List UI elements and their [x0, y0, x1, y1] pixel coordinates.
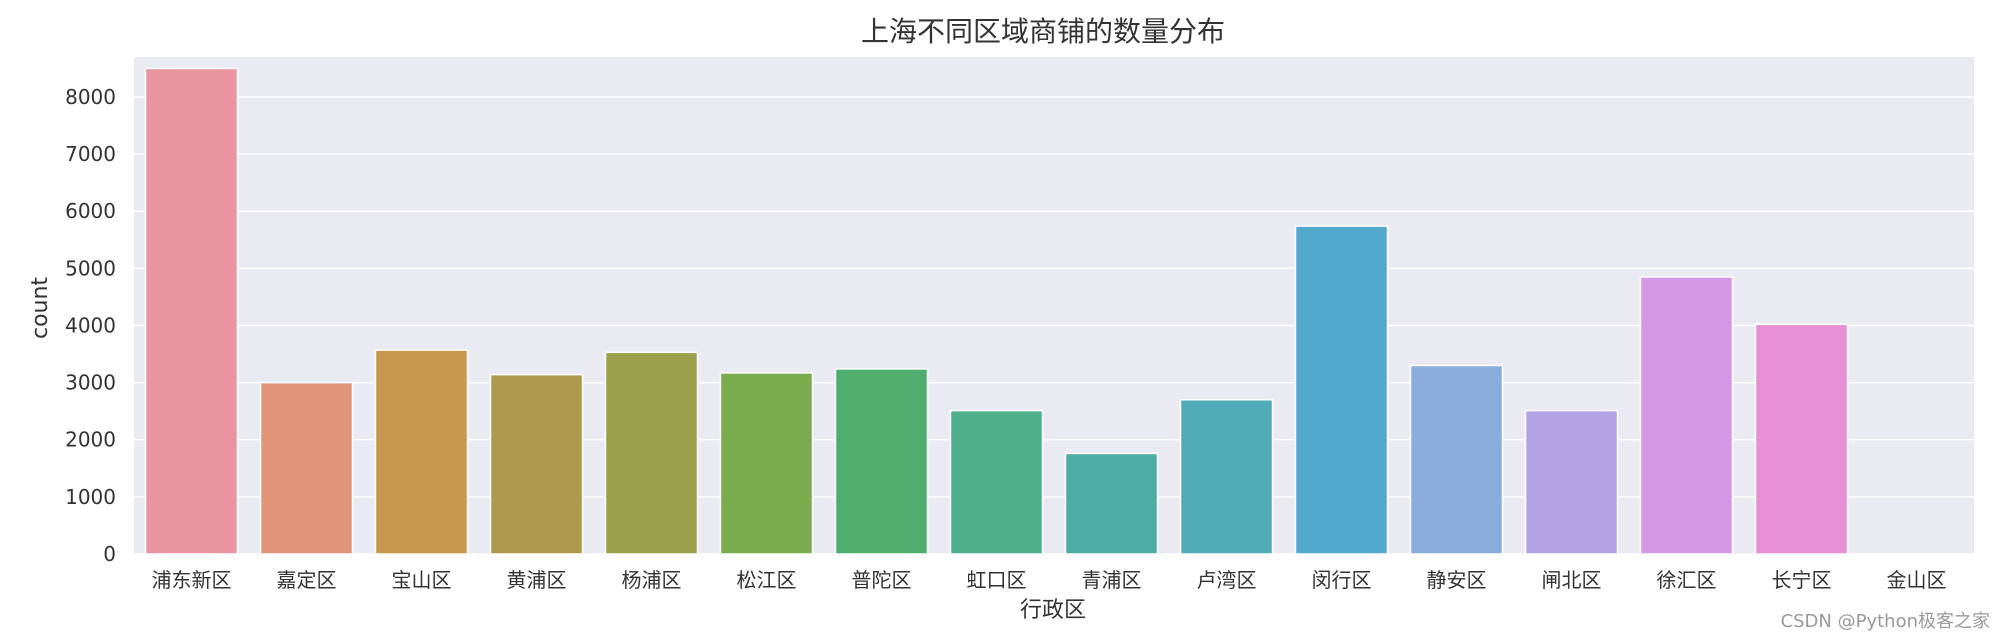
bar [1524, 409, 1619, 555]
bar [1294, 225, 1389, 555]
x-tick-label: 宝山区 [392, 568, 452, 592]
x-tick-label: 浦东新区 [152, 568, 232, 592]
x-axis-title: 行政区 [1020, 598, 1086, 623]
x-tick-label: 松江区 [737, 568, 797, 592]
x-tick-label: 普陀区 [852, 568, 912, 592]
bar [1064, 452, 1159, 555]
x-tick-label: 金山区 [1887, 568, 1947, 592]
x-tick-label: 卢湾区 [1197, 568, 1257, 592]
bar [1179, 399, 1274, 555]
y-axis-title: count [28, 277, 53, 339]
bar [1754, 323, 1849, 555]
bar [604, 351, 699, 555]
y-tick-label: 8000 [65, 85, 116, 109]
x-tick-label: 杨浦区 [622, 568, 682, 592]
bar [719, 372, 814, 555]
x-tick-label: 徐汇区 [1657, 568, 1717, 592]
bar [949, 409, 1044, 555]
x-tick-label: 长宁区 [1772, 568, 1832, 592]
chart-title: 上海不同区域商铺的数量分布 [861, 15, 1225, 48]
y-tick-label: 6000 [65, 199, 116, 223]
x-tick-label: 青浦区 [1082, 568, 1142, 592]
bar [374, 349, 469, 555]
bar [259, 381, 354, 555]
y-tick-label: 3000 [65, 371, 116, 395]
bar [144, 67, 239, 555]
x-tick-label: 黄浦区 [507, 568, 567, 592]
x-tick-label: 静安区 [1427, 568, 1487, 592]
x-tick-label: 闵行区 [1312, 568, 1372, 592]
bar [489, 373, 584, 555]
y-tick-label: 2000 [65, 428, 116, 452]
x-tick-label: 闸北区 [1542, 568, 1602, 592]
y-tick-label: 0 [103, 542, 116, 566]
y-tick-label: 1000 [65, 485, 116, 509]
x-tick-label: 虹口区 [967, 568, 1027, 592]
bar [1409, 364, 1504, 555]
bar [1639, 276, 1734, 555]
y-tick-label: 5000 [65, 256, 116, 280]
y-tick-label: 4000 [65, 313, 116, 337]
bar [834, 368, 929, 555]
x-tick-labels: 浦东新区 嘉定区 宝山区 黄浦区 杨浦区 松江区 普陀区 虹口区 青浦区 卢湾区 闵行区 静安区 闸北区… [152, 568, 1947, 592]
y-tick-labels: 0 1000 2000 3000 4000 5000 6000 7000 8000 [65, 85, 116, 566]
watermark: CSDN @Python极客之家 [1781, 611, 1990, 632]
x-tick-label: 嘉定区 [277, 568, 337, 592]
bars [144, 67, 1849, 555]
y-tick-label: 7000 [65, 142, 116, 166]
